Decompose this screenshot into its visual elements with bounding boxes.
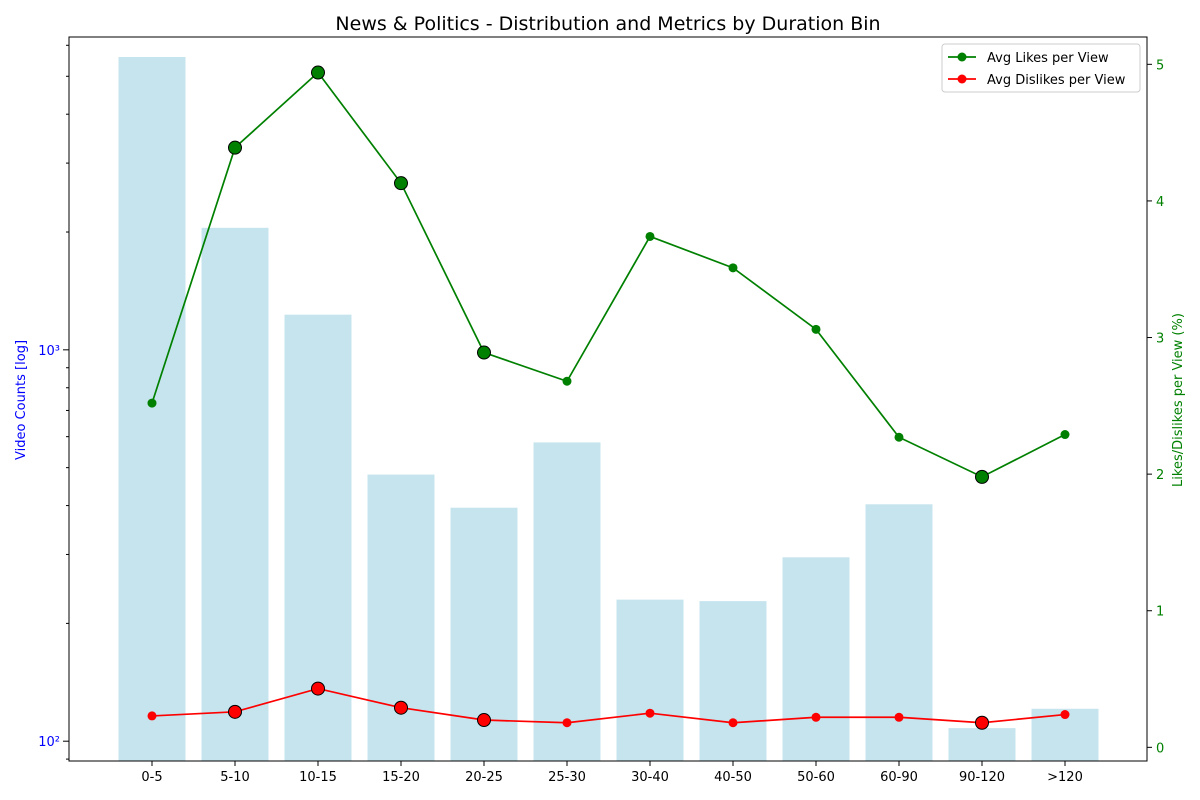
right-tick-label: 0 [1156, 741, 1164, 756]
left-tick-label: 10³ [38, 344, 60, 359]
legend-label-1: Avg Dislikes per View [987, 73, 1126, 88]
series-point-1-8 [811, 712, 821, 722]
plot-frame [68, 36, 1148, 762]
series-point-1-3 [394, 700, 408, 715]
x-tick-label: 60-90 [880, 770, 918, 785]
bar-25-30 [533, 442, 601, 761]
series-point-0-1 [228, 140, 242, 155]
series-point-0-2 [311, 65, 325, 80]
bar-0-5 [118, 57, 186, 761]
series-point-1-5 [562, 718, 572, 728]
right-tick-label: 3 [1156, 332, 1164, 347]
right-tick-label: 5 [1156, 58, 1164, 73]
series-point-0-8 [811, 324, 821, 334]
series-point-0-11 [1060, 430, 1070, 440]
legend-box [941, 43, 1141, 93]
x-tick-label: >120 [1047, 770, 1083, 785]
series-point-1-9 [894, 712, 904, 722]
left-axis-label: Video Counts [log] [14, 340, 29, 460]
x-tick-label: 20-25 [465, 770, 503, 785]
series-line-1 [151, 687, 1066, 724]
bar-40-50 [699, 601, 767, 761]
left-tick-label: 10² [38, 735, 60, 750]
series-point-1-11 [1060, 710, 1070, 720]
x-tick-label: 40-50 [714, 770, 752, 785]
line-series [147, 65, 1070, 730]
x-tick-label: 30-40 [631, 770, 669, 785]
bar-15-20 [367, 474, 435, 761]
series-point-1-10 [975, 715, 989, 730]
x-tick-label: 50-60 [797, 770, 835, 785]
bar-series [118, 57, 1099, 761]
series-point-0-3 [394, 176, 408, 191]
bar-30-40 [616, 599, 684, 761]
series-point-1-6 [645, 708, 655, 718]
chart-title: News & Politics - Distribution and Metri… [335, 13, 880, 35]
right-tick-label: 4 [1156, 195, 1164, 210]
x-tick-label: 0-5 [141, 770, 162, 785]
series-point-1-4 [477, 713, 491, 728]
series-point-1-0 [147, 711, 157, 721]
series-point-0-4 [477, 345, 491, 360]
legend-marker-1 [957, 74, 967, 84]
legend-label-0: Avg Likes per View [987, 51, 1109, 66]
x-tick-label: 25-30 [548, 770, 586, 785]
right-tick-label: 1 [1156, 605, 1164, 620]
series-point-1-1 [228, 704, 242, 719]
bar-90-120 [948, 728, 1016, 761]
x-tick-label: 90-120 [959, 770, 1005, 785]
x-tick-label: 10-15 [299, 770, 337, 785]
x-tick-label: 15-20 [382, 770, 420, 785]
series-point-1-2 [311, 681, 325, 696]
series-point-0-7 [728, 263, 738, 273]
right-y-axis: 0 1 2 3 4 5 [1147, 58, 1164, 756]
series-point-0-9 [894, 432, 904, 442]
x-axis: 0-5 5-10 10-15 15-20 20-25 25-30 30-40 40-50 50-… [141, 761, 1083, 785]
series-point-1-7 [728, 718, 738, 728]
bar-50-60 [782, 557, 850, 761]
series-point-0-10 [975, 469, 989, 484]
series-point-0-0 [147, 398, 157, 408]
left-y-axis: 10² 10³ [38, 44, 69, 760]
bar-5-10 [201, 227, 269, 761]
series-point-0-5 [562, 376, 572, 386]
bar-60-90 [865, 504, 933, 761]
right-axis-label: Likes/Dislikes per View (%) [1171, 313, 1186, 487]
series-line-0 [151, 71, 1066, 478]
x-tick-label: 5-10 [220, 770, 250, 785]
series-point-0-6 [645, 231, 655, 241]
legend: Avg Likes per View Avg Dislikes per View [941, 43, 1141, 93]
right-tick-label: 2 [1156, 468, 1164, 483]
legend-marker-0 [957, 52, 967, 62]
